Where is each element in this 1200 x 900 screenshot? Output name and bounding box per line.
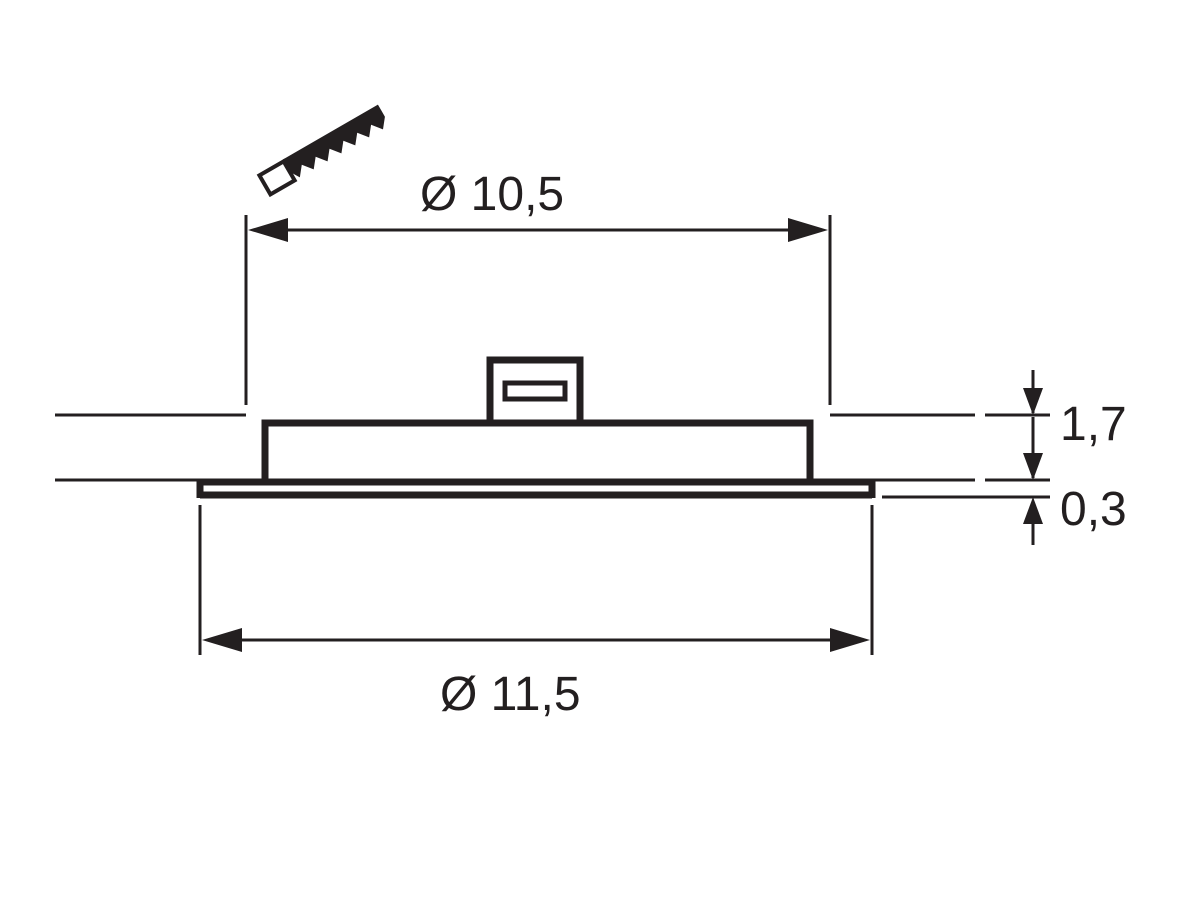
arrow-cutout-left <box>248 218 288 242</box>
arrow-cutout-right <box>788 218 828 242</box>
label-outer: Ø 11,5 <box>440 668 581 721</box>
arrow-outer-left <box>202 628 242 652</box>
fixture-body <box>265 423 810 482</box>
connector-slot <box>505 383 565 399</box>
technical-diagram: Ø 10,5 Ø 11,5 <box>0 0 1200 900</box>
label-h17: 1,7 <box>1060 398 1127 451</box>
arrow-outer-right <box>830 628 870 652</box>
label-h03: 0,3 <box>1060 483 1127 536</box>
saw-icon <box>258 105 390 195</box>
label-cutout: Ø 10,5 <box>420 168 564 221</box>
